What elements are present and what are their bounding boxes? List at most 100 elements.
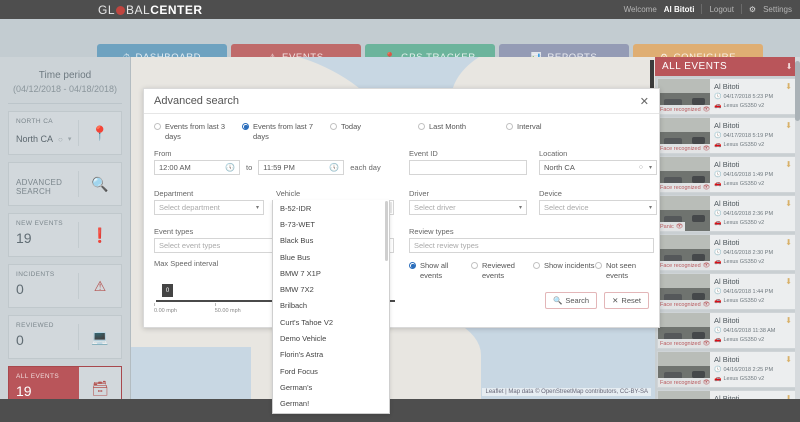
- logo-text-left: GL: [98, 3, 116, 17]
- event-tag: Panic 👁: [658, 222, 686, 231]
- review-type-radio[interactable]: Show all events: [409, 261, 471, 281]
- department-select[interactable]: Select department ▾: [154, 200, 264, 216]
- review-types-select[interactable]: Select review types: [409, 238, 654, 254]
- sidebar-advanced-search-card[interactable]: ADVANCED SEARCH 🔍: [8, 162, 122, 206]
- chevron-down-icon[interactable]: ▾: [518, 205, 522, 212]
- vehicle-option[interactable]: Kelli's Tahoe V2: [273, 412, 389, 413]
- search-button[interactable]: 🔍 Search: [545, 292, 598, 310]
- radio-circle-icon[interactable]: [418, 123, 425, 130]
- clear-icon[interactable]: ○: [638, 164, 643, 172]
- download-icon[interactable]: ⬇: [785, 316, 792, 325]
- review-type-radio[interactable]: Show incidents: [533, 261, 595, 281]
- download-icon[interactable]: ⬇: [785, 121, 792, 130]
- time-start-input[interactable]: 12:00 AM 🕔: [154, 160, 240, 176]
- sidebar-stat-new-events[interactable]: NEW EVENTS 19 ❗: [8, 213, 122, 257]
- logout-link[interactable]: Logout: [709, 4, 734, 14]
- vehicle-option[interactable]: Ford Focus: [280, 366, 318, 376]
- warning-triangle-icon: ⚠: [93, 277, 107, 294]
- clock-icon[interactable]: 🕔: [225, 163, 235, 173]
- event-list-item[interactable]: Al Bitoti 🕔 04/17/2018 5:23 PM 🚗 Lexus GS350…: [657, 78, 796, 115]
- vehicle-option[interactable]: Demo Vehicle: [280, 334, 327, 344]
- download-icon[interactable]: ⬇: [785, 277, 792, 286]
- scrollbar-thumb[interactable]: [385, 201, 388, 261]
- clear-icon[interactable]: ○: [58, 134, 63, 144]
- sidebar-location-card[interactable]: NORTH CA North CA ○ ▾ 📍: [8, 111, 122, 155]
- download-icon[interactable]: ⬇: [785, 62, 793, 71]
- vehicle-option[interactable]: German's: [280, 382, 313, 392]
- vehicle-option[interactable]: Brilbach: [280, 301, 308, 311]
- time-end-input[interactable]: 11:59 PM 🕔: [258, 160, 345, 176]
- vehicle-option[interactable]: German!: [280, 399, 310, 409]
- gear-icon[interactable]: ⚙: [748, 4, 757, 14]
- clock-icon: 🕔: [714, 133, 722, 139]
- radio-circle-icon[interactable]: [242, 123, 249, 130]
- close-icon[interactable]: ✕: [639, 95, 649, 108]
- date-range-radio[interactable]: Last Month: [418, 122, 506, 142]
- radio-circle-icon[interactable]: [595, 262, 602, 270]
- download-icon[interactable]: ⬇: [785, 82, 792, 91]
- event-id-input[interactable]: [409, 160, 527, 176]
- chevron-down-icon[interactable]: ▾: [67, 136, 72, 143]
- scrollbar-thumb[interactable]: [795, 61, 800, 121]
- chevron-down-icon[interactable]: ▾: [648, 205, 652, 212]
- search-icon[interactable]: 🔍: [91, 175, 109, 192]
- event-tag-label: Face recognized: [660, 145, 701, 152]
- map-pin-icon[interactable]: 📍: [91, 124, 109, 141]
- vehicle-option[interactable]: B-73-WET: [280, 219, 316, 229]
- download-icon[interactable]: ⬇: [785, 355, 792, 364]
- driver-select[interactable]: Select driver ▾: [409, 200, 527, 216]
- clock-icon[interactable]: 🕔: [329, 163, 340, 173]
- thumbnail-sky: [658, 79, 710, 93]
- radio-circle-icon[interactable]: [533, 262, 540, 270]
- event-thumbnail[interactable]: [658, 391, 710, 399]
- event-list-item[interactable]: Al Bitoti 🕔 04/16/2018 11:38 AM 🚗 Lexus GS35…: [657, 312, 796, 349]
- chevron-down-icon[interactable]: ▾: [255, 205, 259, 212]
- chevron-down-icon[interactable]: ▾: [648, 165, 652, 172]
- review-type-radio[interactable]: Not seen events: [595, 261, 657, 281]
- radio-circle-icon[interactable]: [330, 123, 337, 130]
- radio-label: Interval: [517, 122, 542, 131]
- device-select[interactable]: Select device ▾: [539, 200, 657, 216]
- event-list-item[interactable]: Al Bitoti 🕔 04/16/2018 2:30 PM 🚗 Lexus GS350…: [657, 234, 796, 271]
- vehicle-option[interactable]: BMW 7 X1P: [280, 268, 321, 278]
- radio-circle-icon[interactable]: [409, 262, 416, 270]
- radio-circle-icon[interactable]: [154, 123, 161, 130]
- date-range-radio[interactable]: Events from last 3 days: [154, 122, 242, 142]
- vehicle-option[interactable]: Florin's Astra: [280, 350, 324, 360]
- event-list-item[interactable]: Al Bitoti 🕔 04/16/2018 1:44 PM 🚗 Lexus GS350…: [657, 273, 796, 310]
- review-type-radio[interactable]: Reviewed events: [471, 261, 533, 281]
- vehicle-option[interactable]: Blue Bus: [280, 252, 311, 262]
- device-placeholder: Select device: [544, 203, 589, 213]
- download-icon[interactable]: ⬇: [785, 394, 792, 399]
- event-list-item[interactable]: Al Bitoti 🕔 04/17/2018 5:19 PM 🚗 Lexus GS350…: [657, 117, 796, 154]
- location-select[interactable]: North CA ○ ▾: [539, 160, 657, 176]
- event-tag: Face recognized 👁: [658, 339, 713, 348]
- download-icon[interactable]: ⬇: [785, 238, 792, 247]
- radio-circle-icon[interactable]: [506, 123, 513, 130]
- date-range-radio[interactable]: Events from last 7 days: [242, 122, 330, 142]
- vehicle-dropdown-list[interactable]: B-52-IDR B-73-WET Black Bus Blue Bus BMW 7 X…: [272, 200, 390, 414]
- events-scrollbar[interactable]: [795, 57, 800, 399]
- welcome-label: Welcome: [623, 4, 657, 14]
- event-list-item[interactable]: Al Bitoti🕔04/16/2018 2:22 PM🚗Lexus GS350…: [657, 390, 796, 399]
- radio-circle-icon[interactable]: [471, 262, 478, 270]
- event-list-item[interactable]: Al Bitoti 🕔 04/16/2018 1:49 PM 🚗 Lexus GS350…: [657, 156, 796, 193]
- download-icon[interactable]: ⬇: [785, 160, 792, 169]
- sidebar-stat-incidents[interactable]: INCIDENTS 0 ⚠: [8, 264, 122, 308]
- vehicle-option[interactable]: BMW 7X2: [280, 285, 314, 295]
- sidebar-stat-reviewed[interactable]: REVIEWED 0 💻: [8, 315, 122, 359]
- vehicle-option[interactable]: Curt's Tahoe V2: [280, 317, 333, 327]
- tick-text: 0.00 mph: [154, 308, 177, 315]
- date-range-radio[interactable]: Today: [330, 122, 418, 142]
- reset-button[interactable]: ✕ Reset: [604, 292, 649, 310]
- vehicle-option[interactable]: B-52-IDR: [280, 203, 312, 213]
- slider-handle[interactable]: 0: [162, 284, 173, 298]
- settings-link[interactable]: Settings: [763, 4, 792, 14]
- date-range-radio[interactable]: Interval: [506, 122, 594, 142]
- vehicle-option[interactable]: Black Bus: [280, 236, 314, 246]
- events-list[interactable]: Al Bitoti 🕔 04/17/2018 5:23 PM 🚗 Lexus GS350…: [655, 76, 800, 399]
- download-icon[interactable]: ⬇: [785, 199, 792, 208]
- event-types-label: Event types: [154, 227, 194, 237]
- event-list-item[interactable]: Al Bitoti 🕔 04/16/2018 2:36 PM 🚗 Lexus GS350…: [657, 195, 796, 232]
- event-list-item[interactable]: Al Bitoti 🕔 04/16/2018 2:25 PM 🚗 Lexus GS350…: [657, 351, 796, 388]
